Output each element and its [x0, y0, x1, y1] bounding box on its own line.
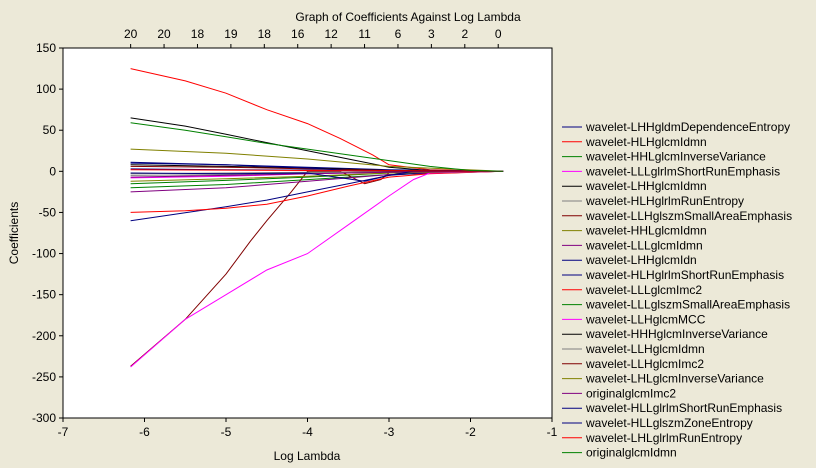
legend: wavelet-LHHgldmDependenceEntropywavelet-… [562, 120, 792, 460]
x-tick-label: -6 [139, 425, 150, 439]
legend-entry: wavelet-LLLglrlmShortRunEmphasis [585, 164, 780, 178]
legend-entry: wavelet-HLLglrlmShortRunEmphasis [585, 401, 782, 415]
y-tick-label: -300 [32, 411, 56, 425]
y-tick-label: 0 [49, 164, 56, 178]
legend-entry: wavelet-HLHglrlmShortRunEmphasis [585, 268, 784, 282]
x-tick-label: -3 [384, 425, 395, 439]
series-line-22 [130, 169, 504, 172]
y-tick-label: 100 [36, 82, 56, 96]
y-tick-label: -150 [32, 288, 56, 302]
series-line-12 [130, 170, 504, 213]
axes: -7 -6 -5 -4 -3 -2 -1 -300 -250 -200 -150 -100 -50 0 50… [32, 27, 558, 439]
series-line-5 [130, 117, 504, 172]
top-tick-label: 11 [358, 27, 371, 41]
x-tick-label: -7 [58, 425, 69, 439]
legend-entry: wavelet-HHHglcmInverseVariance [585, 327, 768, 341]
y-tick-label: -100 [32, 247, 56, 261]
y-tick-label: 150 [36, 41, 56, 55]
top-tick-label: 18 [258, 27, 272, 41]
top-tick-label: 0 [495, 27, 502, 41]
legend-entry: wavelet-HLLglszmZoneEntropy [585, 416, 753, 430]
legend-entry: wavelet-LLHglcmMCC [585, 312, 706, 326]
legend-entry: wavelet-LHHglcmIdn [585, 253, 697, 267]
top-tick-label: 3 [428, 27, 435, 41]
x-tick-label: -5 [221, 425, 232, 439]
top-tick-label: 20 [157, 27, 171, 41]
series-line-8 [130, 148, 504, 172]
x-tick-label: -2 [465, 425, 476, 439]
y-axis-title: Coefficients [7, 202, 21, 264]
legend-entry: wavelet-LLHglszmSmallAreaEmphasis [585, 209, 792, 223]
y-tick-label: -250 [32, 370, 56, 384]
top-tick-label: 19 [224, 27, 238, 41]
legend-entry: wavelet-LLLglszmSmallAreaEmphasis [585, 298, 790, 312]
legend-entry: originalglcmImc2 [586, 386, 676, 400]
legend-entry: wavelet-LLLglcmImc2 [585, 283, 702, 297]
x-axis-title: Log Lambda [274, 449, 341, 463]
legend-entry: wavelet-HLHglcmIdmn [585, 135, 707, 149]
chart-title: Graph of Coefficients Against Log Lambda [295, 10, 521, 24]
series-line-18 [130, 170, 504, 182]
legend-entry: wavelet-LHHgldmDependenceEntropy [585, 120, 790, 134]
x-tick-label: -4 [302, 425, 313, 439]
top-tick-label: 12 [324, 27, 338, 41]
plot-area [62, 47, 553, 419]
top-tick-label: 16 [291, 27, 305, 41]
y-tick-label: 50 [43, 123, 57, 137]
legend-entry: wavelet-LLHglcmImc2 [585, 357, 704, 371]
y-tick-label: -200 [32, 329, 56, 343]
legend-entry: wavelet-LLHglcmIdmn [585, 342, 705, 356]
legend-entry: wavelet-LHLglcmInverseVariance [585, 372, 764, 386]
top-tick-label: 18 [191, 27, 205, 41]
series-line-19 [130, 170, 504, 178]
legend-entry: wavelet-HLHglrlmRunEntropy [585, 194, 744, 208]
legend-entry: wavelet-HHLglcmIdmn [585, 224, 707, 238]
top-tick-label: 2 [461, 27, 468, 41]
top-tick-label: 6 [395, 27, 402, 41]
top-tick-label: 20 [124, 27, 138, 41]
legend-entry: wavelet-LHLglrlmRunEntropy [585, 431, 742, 445]
legend-entry: wavelet-LHHglcmIdmn [585, 179, 707, 193]
series-lines [130, 68, 504, 368]
legend-entry: wavelet-HHLglcmInverseVariance [585, 150, 766, 164]
series-line-9 [130, 170, 504, 193]
series-line-23 [130, 122, 504, 172]
series-line-14 [130, 170, 504, 368]
x-tick-label: -1 [547, 425, 558, 439]
legend-entry: originalglcmIdmn [586, 446, 677, 460]
legend-entry: wavelet-LLLglcmIdmn [585, 238, 703, 252]
y-tick-label: -50 [39, 205, 57, 219]
